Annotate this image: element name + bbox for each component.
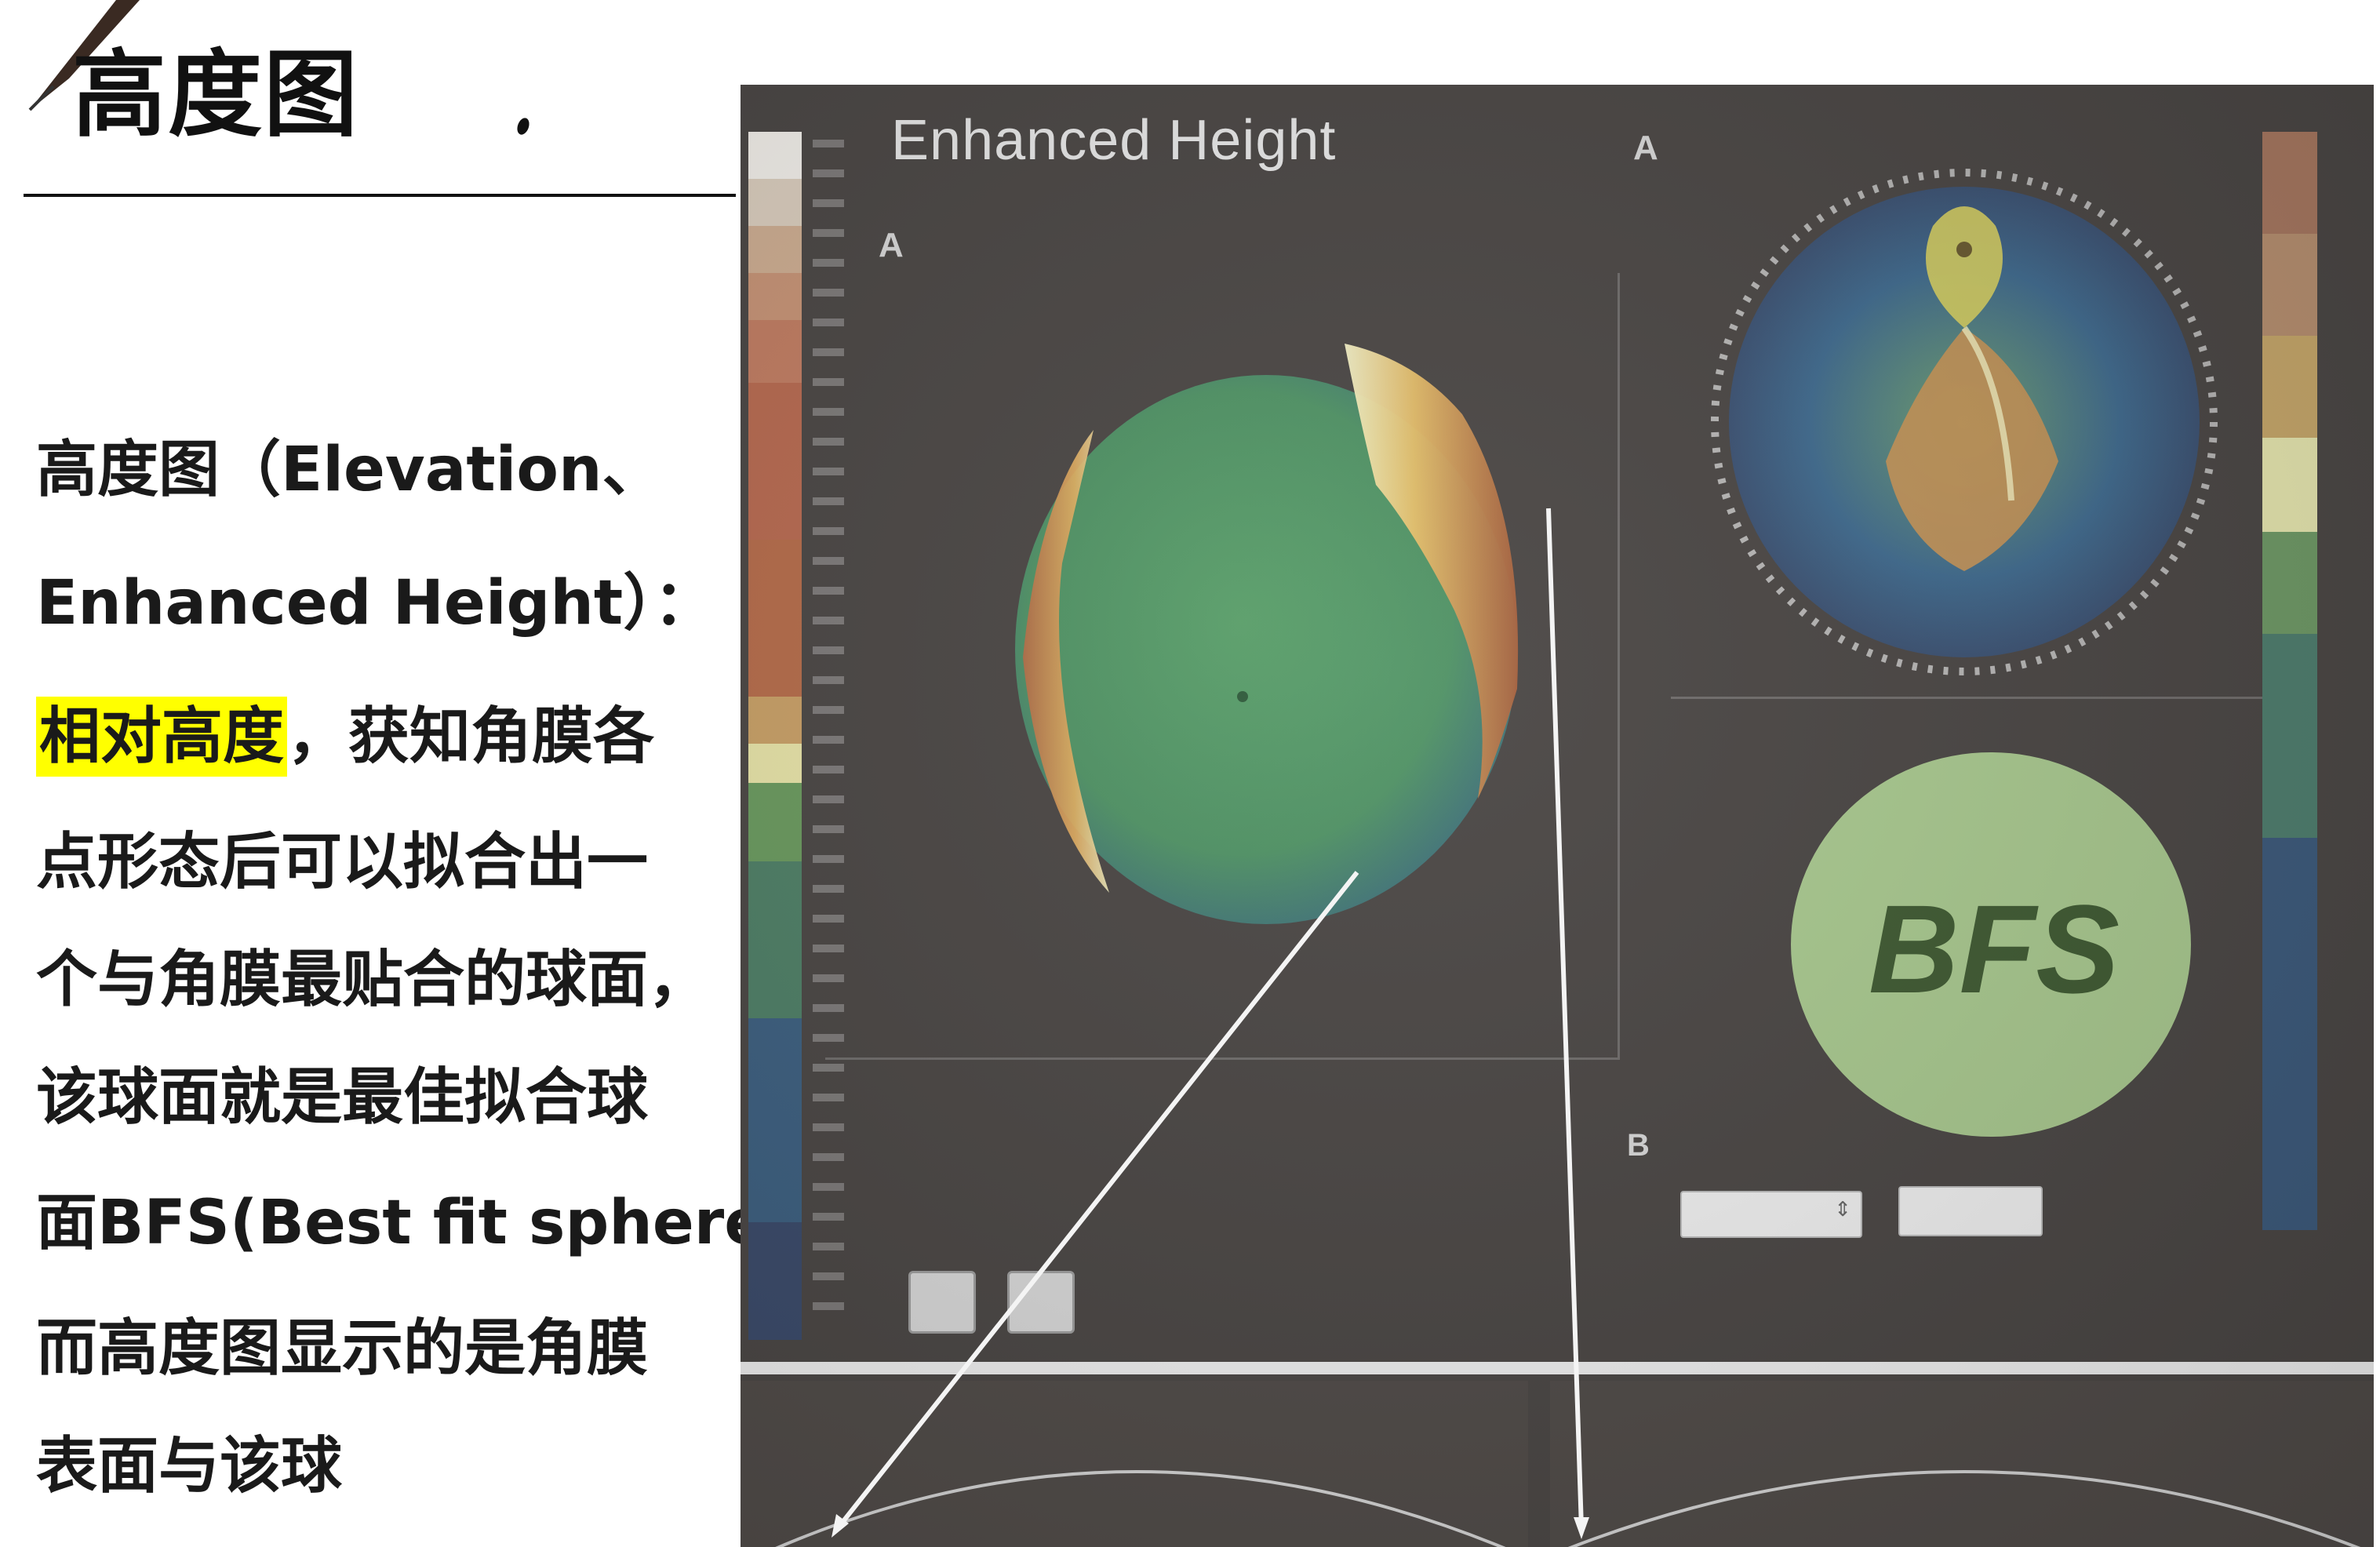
scale-tick <box>813 318 844 326</box>
bottom-panels <box>741 1362 2374 1547</box>
scale-tick <box>813 259 844 267</box>
scale-tick <box>813 1272 844 1280</box>
enhanced-height-map <box>1015 344 1519 924</box>
scale-tick <box>813 1094 844 1101</box>
body-line: 表面与该球 <box>36 1431 343 1502</box>
scale-tick <box>813 140 844 147</box>
scale-tick <box>813 169 844 177</box>
scale-tick <box>813 766 844 774</box>
inset-frame <box>1671 116 2283 699</box>
marker-a-inset: A <box>1633 129 1658 167</box>
view-button-2[interactable] <box>1007 1271 1075 1334</box>
scale-tick <box>813 527 844 535</box>
scale-tick <box>813 587 844 595</box>
marker-b: B <box>1627 1128 1650 1163</box>
scale-tick <box>813 289 844 297</box>
scale-tick <box>813 825 844 833</box>
scale-tick <box>813 795 844 803</box>
body-text-span: ，获知角膜各 <box>287 701 655 772</box>
scale-tick <box>813 945 844 952</box>
scale-tick <box>813 1034 844 1042</box>
scale-tick <box>813 855 844 863</box>
device-button[interactable] <box>1898 1186 2043 1236</box>
scale-tick <box>813 885 844 893</box>
device-screenshot: Enhanced Height A A <box>741 85 2374 1547</box>
scale-tick <box>813 1123 844 1131</box>
scale-tick <box>813 1243 844 1250</box>
stepper-arrows-icon[interactable]: ⇕ <box>1834 1197 1851 1221</box>
scale-tick <box>813 646 844 654</box>
bfs-sphere <box>1791 752 2191 1137</box>
scale-tick <box>813 378 844 386</box>
body-line: 该球面就是最佳拟合球 <box>36 1062 649 1133</box>
ink-dot <box>515 116 532 136</box>
body-line: 点形态后可以拟合出一 <box>36 827 649 897</box>
body-line: 高度图（Elevation、 <box>36 435 664 505</box>
scale-tick <box>813 1302 844 1310</box>
scale-tick <box>813 199 844 207</box>
body-line: 而高度图显示的是角膜 <box>36 1313 649 1384</box>
scale-tick <box>813 1213 844 1221</box>
body-line: 面BFS(Best fit sphere)。 <box>36 1188 855 1258</box>
scale-tick <box>813 1064 844 1072</box>
feather-pen-icon <box>28 0 140 111</box>
scale-tick <box>813 1153 844 1161</box>
scale-ticks <box>813 140 860 1316</box>
scale-tick <box>813 229 844 237</box>
scale-tick <box>813 915 844 923</box>
body-line: 个与角膜最贴合的球面， <box>36 945 710 1015</box>
slide-title: 高度图 <box>72 41 359 150</box>
view-button-1[interactable] <box>908 1271 976 1334</box>
panel-title: Enhanced Height <box>891 109 1337 172</box>
title-divider <box>24 194 736 197</box>
scale-tick <box>813 408 844 416</box>
scale-tick <box>813 348 844 356</box>
scale-tick <box>813 617 844 624</box>
scale-tick <box>813 1004 844 1012</box>
value-stepper[interactable]: ⇕ <box>1680 1191 1862 1238</box>
scale-tick <box>813 736 844 744</box>
highlight-text: 相对高度 <box>36 697 288 777</box>
scale-tick <box>813 974 844 982</box>
scale-tick <box>813 676 844 684</box>
marker-a: A <box>879 226 904 264</box>
bfs-label: BFS <box>1869 879 2120 1019</box>
scale-tick <box>813 706 844 714</box>
body-line: 相对高度，获知角膜各 <box>36 697 654 777</box>
color-scale-left <box>748 132 802 1340</box>
scale-tick <box>813 557 844 565</box>
scale-tick <box>813 1183 844 1191</box>
scale-tick <box>813 438 844 446</box>
body-line: Enhanced Height）： <box>36 568 715 639</box>
scale-tick <box>813 468 844 475</box>
scale-tick <box>813 497 844 505</box>
inset-height-map <box>1711 169 2218 675</box>
color-scale-right <box>2262 132 2317 1230</box>
